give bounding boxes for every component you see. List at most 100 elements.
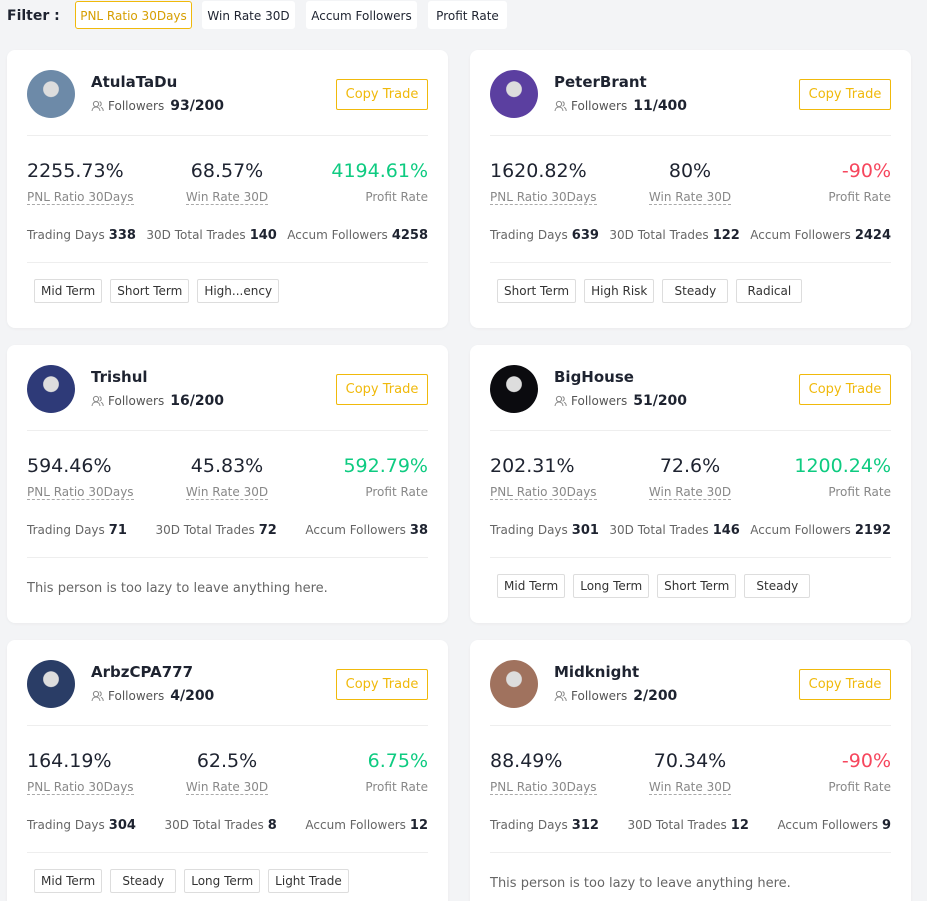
stat-label-wrap: Profit Rate <box>828 780 891 794</box>
filter-option[interactable]: Win Rate 30D <box>202 1 295 29</box>
divider <box>490 430 891 431</box>
count-value: 312 <box>571 818 599 833</box>
stat-label: Win Rate 30D <box>185 485 269 500</box>
tag: Mid Term <box>34 279 103 303</box>
count-value: 4258 <box>391 228 428 243</box>
user-icon <box>91 395 104 407</box>
followers-label: Followers <box>571 394 628 408</box>
copy-trade-button[interactable]: Copy Trade <box>799 374 891 405</box>
stat-value: 68.57% <box>190 160 264 182</box>
tag: Long Term <box>184 869 261 893</box>
counts-row: Trading Days 338 30D Total Trades 140 Accum … <box>27 228 428 243</box>
count-label: Trading Days <box>490 228 568 242</box>
stat-label: Win Rate 30D <box>185 780 269 795</box>
tag: Steady <box>110 869 177 893</box>
count-value: 38 <box>409 523 428 538</box>
count-label: Accum Followers <box>750 228 851 242</box>
stat-label-wrap: Win Rate 30D <box>157 485 297 500</box>
count-label: 30D Total Trades <box>146 228 246 242</box>
stat-value: 45.83% <box>190 455 264 477</box>
stat-value: 2255.73% <box>27 160 124 182</box>
copy-trade-button[interactable]: Copy Trade <box>336 374 428 405</box>
avatar <box>490 365 538 413</box>
counts-row: Trading Days 301 30D Total Trades 146 Accum … <box>490 523 891 538</box>
trader-card: Trishul Followers 16/200 Copy Trade 594.46% P… <box>7 345 448 623</box>
tag: Mid Term <box>34 869 103 893</box>
stat-value: 1620.82% <box>490 160 587 182</box>
followers-count: 4/200 <box>170 688 215 704</box>
tag-list: Short Term High Risk Steady Radical <box>497 279 803 303</box>
count-value: 301 <box>571 523 599 538</box>
avatar <box>27 70 75 118</box>
tag: Steady <box>662 279 729 303</box>
stat-label-wrap: Win Rate 30D <box>157 780 297 795</box>
count-item: 30D Total Trades 8 <box>165 818 277 833</box>
trader-card: BigHouse Followers 51/200 Copy Trade 202.31%… <box>470 345 911 623</box>
stat-label: Win Rate 30D <box>648 780 732 795</box>
stat-label: Win Rate 30D <box>185 190 269 205</box>
stat-value: 202.31% <box>490 455 575 477</box>
stat-label-wrap: Profit Rate <box>365 190 428 204</box>
count-item: Trading Days 304 <box>27 818 136 833</box>
count-item: Accum Followers 2424 <box>750 228 891 243</box>
count-item: Accum Followers 9 <box>777 818 891 833</box>
bio: This person is too lazy to leave anythin… <box>490 876 791 891</box>
copy-trade-button[interactable]: Copy Trade <box>799 79 891 110</box>
divider <box>27 430 428 431</box>
copy-trade-button[interactable]: Copy Trade <box>799 669 891 700</box>
stat-label: PNL Ratio 30Days <box>490 485 597 500</box>
stat-label-wrap: PNL Ratio 30Days <box>490 485 597 500</box>
stat-value: 592.79% <box>343 455 428 477</box>
count-item: Trading Days 312 <box>490 818 599 833</box>
tag: Light Trade <box>268 869 349 893</box>
divider <box>27 725 428 726</box>
divider <box>490 852 891 853</box>
count-label: Trading Days <box>490 523 568 537</box>
filter-option[interactable]: PNL Ratio 30Days <box>75 1 192 29</box>
filter-option[interactable]: Profit Rate <box>428 1 507 29</box>
followers-label: Followers <box>571 99 628 113</box>
count-label: Accum Followers <box>305 818 406 832</box>
stat-value: 4194.61% <box>331 160 428 182</box>
stat-value: -90% <box>841 750 891 772</box>
divider <box>490 725 891 726</box>
stat-value: -90% <box>841 160 891 182</box>
followers: Followers 93/200 <box>91 98 224 114</box>
count-item: Trading Days 639 <box>490 228 599 243</box>
bio: This person is too lazy to leave anythin… <box>27 581 328 596</box>
count-item: Trading Days 71 <box>27 523 127 538</box>
count-item: Accum Followers 4258 <box>287 228 428 243</box>
copy-trade-button[interactable]: Copy Trade <box>336 79 428 110</box>
tag: Mid Term <box>497 574 566 598</box>
stat-label: Win Rate 30D <box>648 190 732 205</box>
tag-list: Mid Term Long Term Short Term Steady <box>497 574 811 598</box>
count-item: 30D Total Trades 122 <box>609 228 739 243</box>
count-value: 12 <box>409 818 428 833</box>
stat-label-wrap: PNL Ratio 30Days <box>27 190 134 205</box>
tag: High...ency <box>197 279 280 303</box>
count-value: 639 <box>571 228 599 243</box>
count-value: 12 <box>730 818 749 833</box>
count-item: 30D Total Trades 146 <box>609 523 739 538</box>
avatar <box>27 365 75 413</box>
stat-label-wrap: Profit Rate <box>365 780 428 794</box>
filter-option[interactable]: Accum Followers <box>306 1 417 29</box>
tag: Long Term <box>573 574 650 598</box>
divider <box>27 262 428 263</box>
stat-label: PNL Ratio 30Days <box>27 780 134 795</box>
stat-label: Profit Rate <box>365 780 428 794</box>
stat-label-wrap: PNL Ratio 30Days <box>490 780 597 795</box>
count-value: 72 <box>258 523 277 538</box>
divider <box>490 557 891 558</box>
stat-label: Profit Rate <box>828 485 891 499</box>
stat-label: Profit Rate <box>365 190 428 204</box>
followers-count: 11/400 <box>633 98 688 114</box>
count-item: Accum Followers 2192 <box>750 523 891 538</box>
avatar <box>490 660 538 708</box>
copy-trade-button[interactable]: Copy Trade <box>336 669 428 700</box>
avatar <box>490 70 538 118</box>
trader-card: PeterBrant Followers 11/400 Copy Trade 1620.… <box>470 50 911 328</box>
trader-name: PeterBrant <box>554 73 647 91</box>
count-value: 140 <box>249 228 277 243</box>
divider <box>27 557 428 558</box>
